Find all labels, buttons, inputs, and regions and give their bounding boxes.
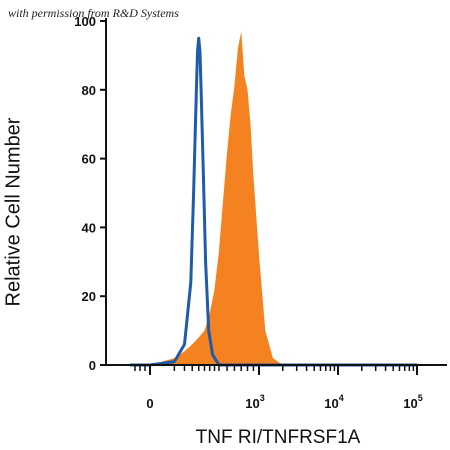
x-tick-label: 103 bbox=[245, 393, 264, 411]
y-tick-label: 40 bbox=[82, 220, 96, 235]
x-axis-minor-ticks bbox=[134, 365, 415, 371]
x-axis-title: TNF RI/TNFRSF1A bbox=[195, 427, 361, 448]
y-tick-label: 0 bbox=[89, 358, 96, 373]
series-line-0 bbox=[130, 36, 417, 367]
x-tick-label: 0 bbox=[146, 396, 153, 411]
y-axis-title: Relative Cell Number bbox=[2, 117, 25, 307]
x-tick-label: 104 bbox=[324, 393, 343, 411]
y-tick-label: 60 bbox=[82, 152, 96, 167]
series-fill-1 bbox=[130, 31, 417, 366]
y-tick-label: 80 bbox=[82, 83, 96, 98]
x-tick-label: 105 bbox=[403, 393, 422, 411]
series-fills bbox=[130, 31, 417, 366]
y-tick-label: 100 bbox=[74, 14, 96, 29]
y-axis-ticks: 0 20 40 60 80 100 bbox=[74, 14, 106, 373]
x-axis-ticks: 0 103 104 105 bbox=[146, 365, 423, 411]
y-tick-label: 20 bbox=[82, 289, 96, 304]
series-lines bbox=[130, 36, 417, 367]
image-credit: with permission from R&D Systems bbox=[8, 6, 179, 20]
